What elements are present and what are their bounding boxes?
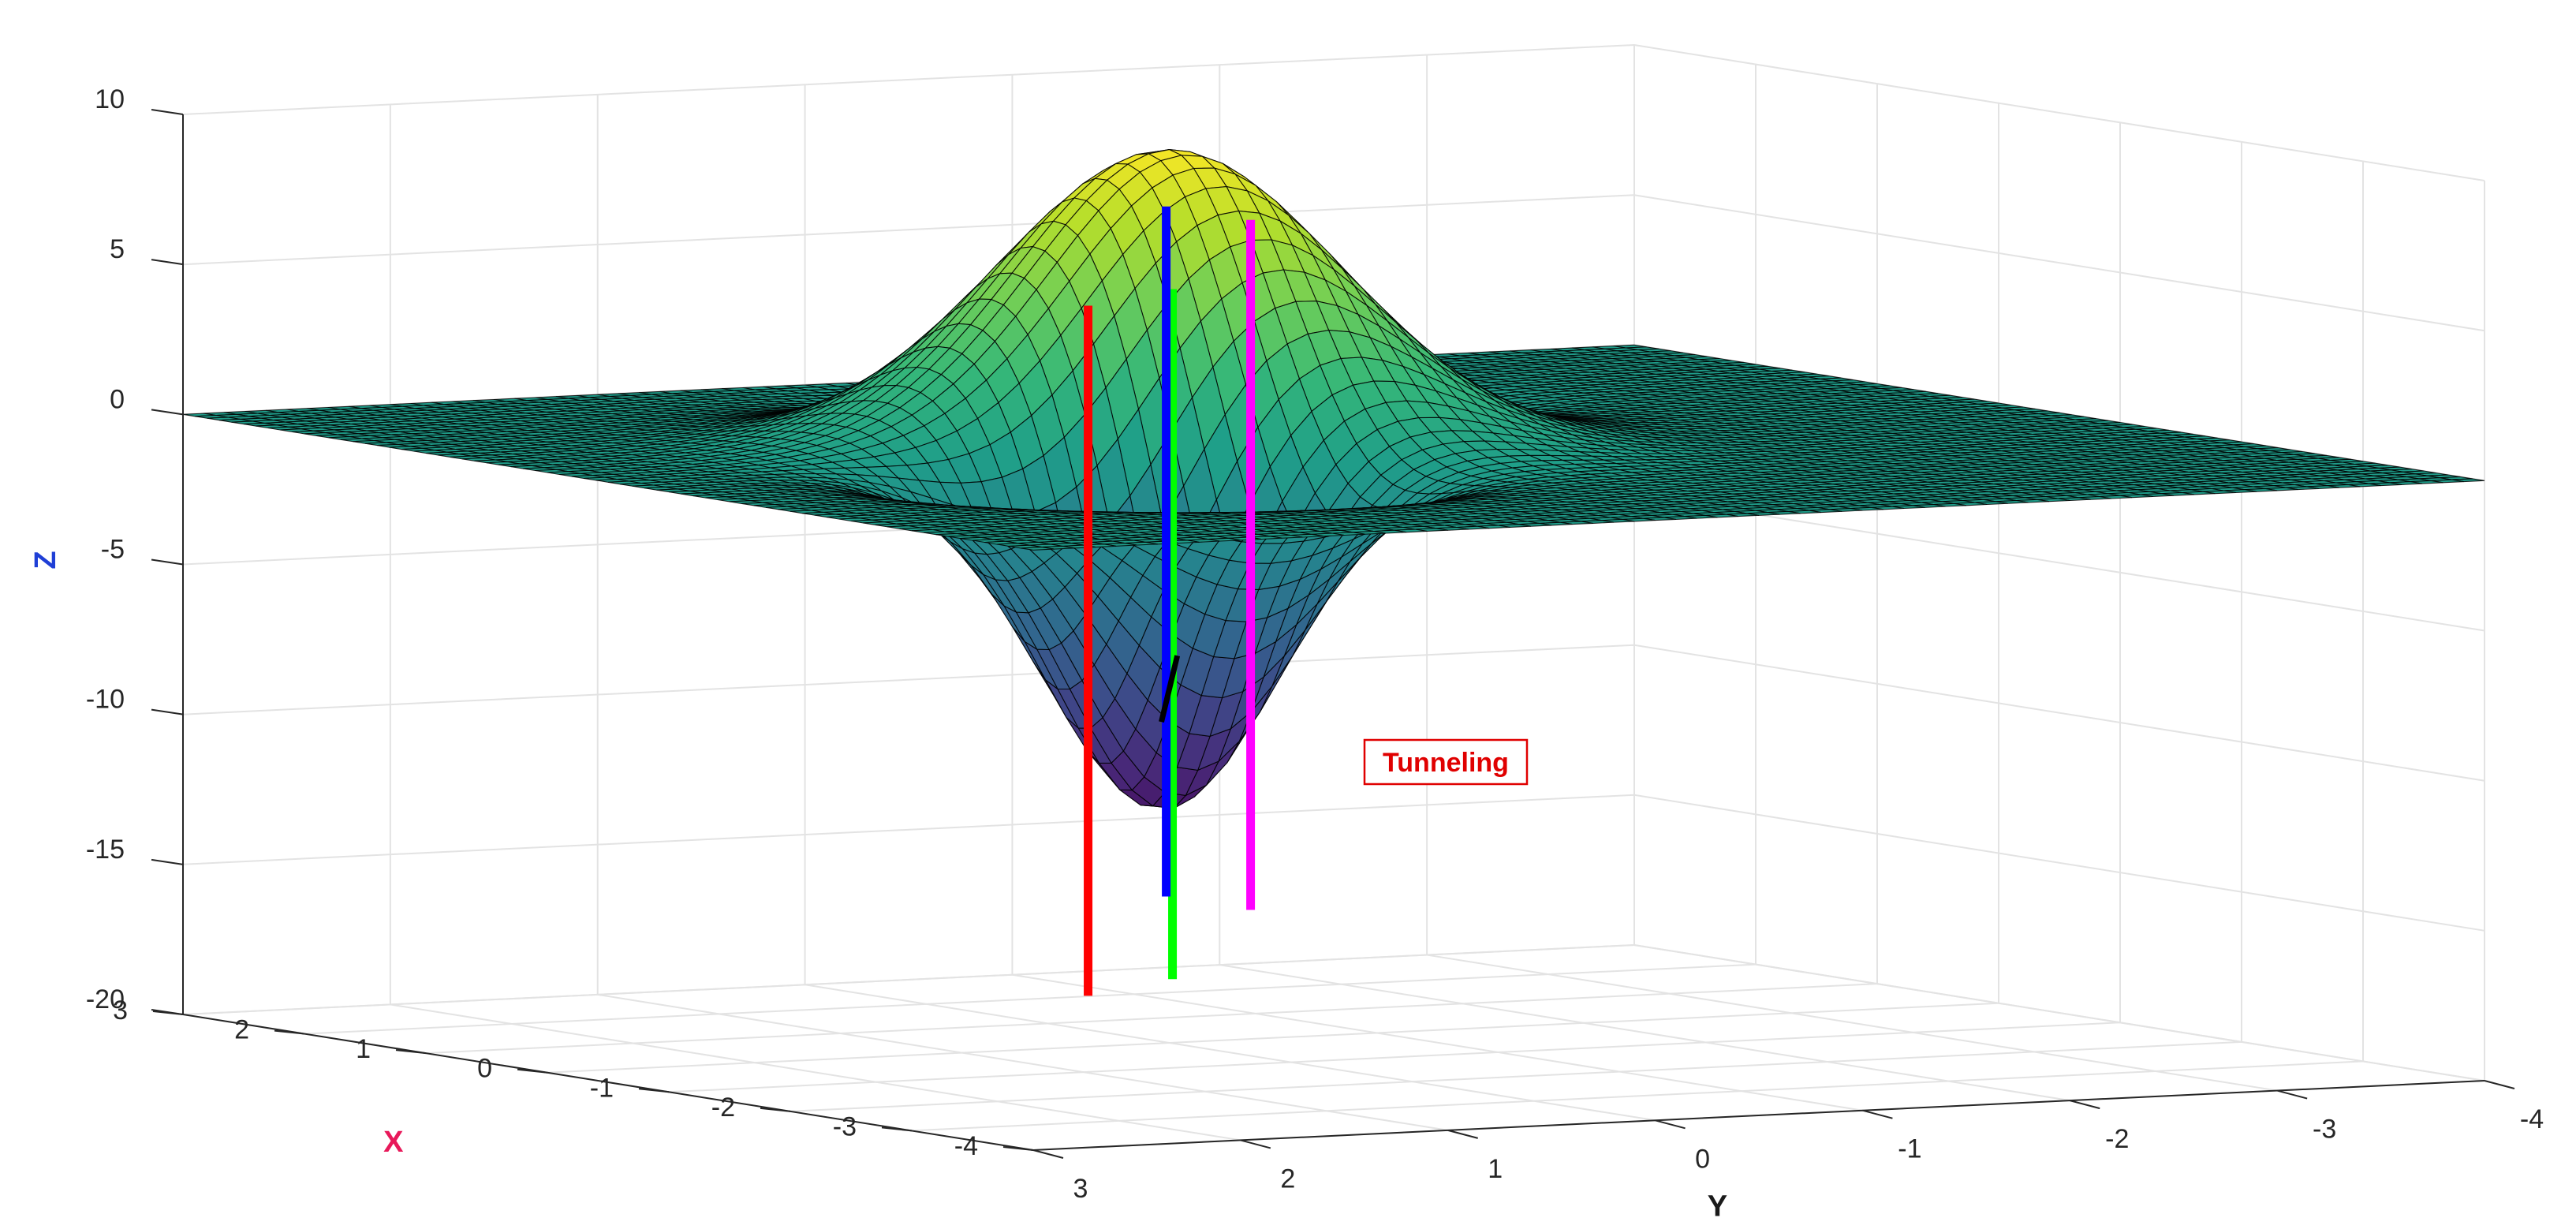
x-axis-label: X: [383, 1126, 404, 1159]
z-tick-label: 0: [110, 384, 125, 414]
z-tick-label: 5: [110, 234, 125, 264]
z-tick-mark: [151, 110, 183, 114]
y-tick-label: -1: [1898, 1134, 1921, 1164]
grid-line: [1219, 965, 2070, 1100]
y-tick-mark: [1656, 1120, 1686, 1128]
y-tick-label: 3: [1073, 1174, 1088, 1204]
x-tick-label: 1: [356, 1034, 371, 1064]
y-tick-label: -3: [2313, 1115, 2336, 1145]
y-axis-line: [1033, 1081, 2485, 1150]
grid-line: [183, 795, 2485, 931]
grid-line: [183, 45, 2485, 181]
grid-line: [183, 945, 1634, 1014]
x-tick-label: -3: [833, 1111, 857, 1141]
z-tick-label: -10: [86, 685, 125, 715]
z-tick-label: 10: [95, 84, 125, 114]
surface-layer: [183, 150, 2485, 996]
y-tick-label: 0: [1695, 1144, 1710, 1174]
y-tick-mark: [1033, 1150, 1063, 1158]
grid-line: [805, 984, 1656, 1120]
y-tick-label: -2: [2105, 1124, 2129, 1154]
x-tick-label: 3: [113, 996, 128, 1025]
z-tick-mark: [151, 409, 183, 414]
grid-line: [1427, 955, 2277, 1091]
grid-line: [390, 1004, 1241, 1140]
x-tick-label: -2: [711, 1093, 735, 1123]
x-tick-label: -4: [954, 1131, 978, 1161]
y-tick-mark: [1241, 1140, 1271, 1148]
y-tick-label: 2: [1280, 1164, 1295, 1194]
x-tick-label: 0: [477, 1054, 492, 1084]
z-tick-mark: [151, 710, 183, 715]
grid-line: [304, 965, 1756, 1034]
z-tick-label: -15: [86, 835, 125, 865]
z-tick-mark: [151, 560, 183, 565]
grid-line: [1634, 945, 2485, 1081]
label-layer: X Y Z Tunneling: [29, 551, 1727, 1223]
x-tick-label: -1: [590, 1073, 614, 1103]
grid-line: [183, 645, 2485, 781]
z-tick-mark: [151, 260, 183, 264]
y-tick-mark: [2485, 1081, 2514, 1089]
y-tick-mark: [1448, 1130, 1478, 1138]
grid-line: [790, 1042, 2242, 1111]
grid-line: [547, 1003, 1999, 1073]
y-tick-mark: [1862, 1111, 1892, 1119]
grid-line: [669, 1022, 2120, 1092]
y-tick-mark: [2070, 1100, 2100, 1108]
grid-line: [1012, 975, 1862, 1111]
y-tick-mark: [2277, 1091, 2307, 1099]
grid-line: [426, 984, 1877, 1053]
x-tick-label: 2: [234, 1015, 249, 1045]
y-tick-label: 1: [1488, 1154, 1503, 1184]
y-tick-label: -4: [2520, 1104, 2544, 1134]
z-tick-mark: [151, 860, 183, 865]
grid-layer: [183, 45, 2485, 1150]
z-tick-label: -5: [101, 535, 125, 565]
grid-line: [912, 1061, 2363, 1130]
